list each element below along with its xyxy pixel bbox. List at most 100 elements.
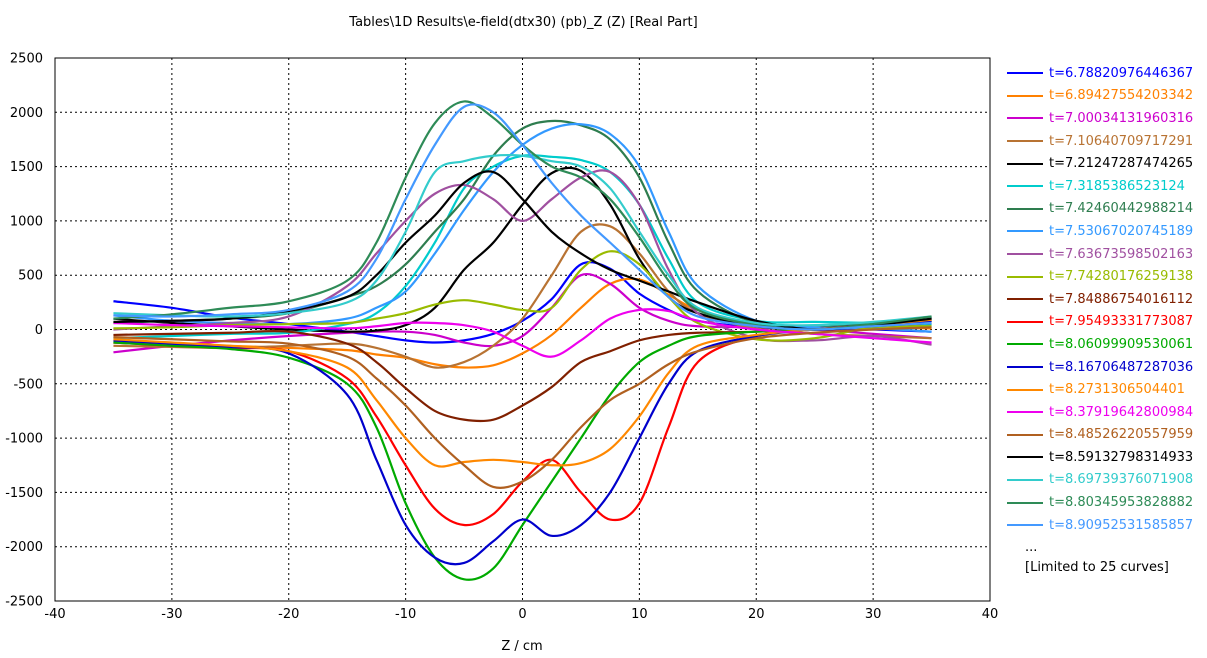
legend-item-14: t=8.16706487287036 xyxy=(1007,356,1202,379)
series-line-16 xyxy=(113,308,932,358)
legend-limit-note: [Limited to 25 curves] xyxy=(1025,560,1169,575)
x-axis-label: Z / cm xyxy=(501,639,542,654)
legend-swatch xyxy=(1007,478,1043,481)
legend-item-18: t=8.59132798314933 xyxy=(1007,446,1202,469)
series-line-20 xyxy=(113,100,932,331)
legend-label: t=8.06099909530061 xyxy=(1049,336,1194,352)
legend-label: t=7.84886754016112 xyxy=(1049,291,1194,307)
legend-swatch xyxy=(1007,366,1043,369)
legend-label: t=7.53067020745189 xyxy=(1049,223,1194,239)
legend-swatch xyxy=(1007,140,1043,143)
legend-label: t=8.37919642800984 xyxy=(1049,404,1194,420)
legend-label: t=8.16706487287036 xyxy=(1049,359,1194,375)
legend-swatch xyxy=(1007,298,1043,301)
legend-item-1: t=6.78820976446367 xyxy=(1007,62,1202,85)
plot-frame xyxy=(54,57,991,602)
y-tick-label: -1000 xyxy=(5,432,43,447)
y-tick-label: -2000 xyxy=(5,540,43,555)
x-tick-label: 20 xyxy=(748,607,765,622)
legend-item-20: t=8.80345953828882 xyxy=(1007,491,1202,514)
axes xyxy=(54,57,991,602)
x-tick-label: 40 xyxy=(982,607,999,622)
legend-swatch xyxy=(1007,162,1043,165)
legend-item-19: t=8.69739376071908 xyxy=(1007,469,1202,492)
y-tick-label: -1500 xyxy=(5,486,43,501)
legend-label: t=6.89427554203342 xyxy=(1049,88,1194,104)
y-tick-label: 0 xyxy=(35,323,43,338)
legend-item-4: t=7.10640709717291 xyxy=(1007,130,1202,153)
legend-swatch xyxy=(1007,185,1043,188)
legend-item-15: t=8.2731306504401 xyxy=(1007,378,1202,401)
legend-swatch xyxy=(1007,524,1043,527)
legend-item-12: t=7.95493331773087 xyxy=(1007,311,1202,334)
series-lines xyxy=(113,100,932,581)
legend-item-10: t=7.74280176259138 xyxy=(1007,265,1202,288)
legend-item-6: t=7.3185386523124 xyxy=(1007,175,1202,198)
y-tick-label: 500 xyxy=(18,269,43,284)
legend-item-7: t=7.42460442988214 xyxy=(1007,198,1202,221)
legend-label: t=8.48526220557959 xyxy=(1049,427,1194,443)
legend-swatch xyxy=(1007,388,1043,391)
legend-item-8: t=7.53067020745189 xyxy=(1007,220,1202,243)
y-tick-label: 1500 xyxy=(10,160,43,175)
x-tick-label: -30 xyxy=(161,607,182,622)
legend-label: t=7.74280176259138 xyxy=(1049,269,1194,285)
y-tick-label: 2500 xyxy=(10,52,43,67)
legend-swatch xyxy=(1007,343,1043,346)
legend-label: t=6.78820976446367 xyxy=(1049,65,1194,81)
legend-swatch xyxy=(1007,94,1043,97)
series-line-18 xyxy=(113,170,932,331)
legend-item-9: t=7.63673598502163 xyxy=(1007,243,1202,266)
legend-label: t=7.95493331773087 xyxy=(1049,314,1194,330)
series-line-17 xyxy=(113,326,932,490)
legend-swatch xyxy=(1007,275,1043,278)
x-tick-label: -10 xyxy=(395,607,416,622)
legend-item-21: t=8.90952531585857 xyxy=(1007,514,1202,537)
legend-item-13: t=8.06099909530061 xyxy=(1007,333,1202,356)
tick-labels: -40 -30 -20 -10 0 10 20 30 40 -2500 -2000 -1500 -100… xyxy=(5,52,998,623)
legend-label: t=7.3185386523124 xyxy=(1049,178,1185,194)
legend-swatch xyxy=(1007,72,1043,75)
legend-label: t=8.59132798314933 xyxy=(1049,449,1194,465)
legend-swatch xyxy=(1007,117,1043,120)
chart-title: Tables\1D Results\e-field(dtx30) (pb)_Z … xyxy=(349,15,698,30)
legend-item-17: t=8.48526220557959 xyxy=(1007,424,1202,447)
legend-swatch xyxy=(1007,501,1043,504)
series-line-10 xyxy=(113,250,932,342)
x-tick-label: 0 xyxy=(518,607,526,622)
legend-swatch xyxy=(1007,207,1043,210)
legend-label: t=7.21247287474265 xyxy=(1049,156,1194,172)
series-line-21 xyxy=(113,103,932,331)
y-tick-label: 2000 xyxy=(10,106,43,121)
legend-label: t=8.80345953828882 xyxy=(1049,495,1194,511)
legend-item-5: t=7.21247287474265 xyxy=(1007,152,1202,175)
series-line-14 xyxy=(113,319,932,566)
y-tick-label: -2500 xyxy=(5,595,43,610)
legend-swatch xyxy=(1007,320,1043,323)
legend: t=6.78820976446367 t=6.89427554203342 t=7.… xyxy=(1007,62,1202,536)
legend-swatch xyxy=(1007,456,1043,459)
x-tick-label: -40 xyxy=(44,607,65,622)
legend-label: t=8.2731306504401 xyxy=(1049,382,1185,398)
legend-label: t=7.63673598502163 xyxy=(1049,246,1194,262)
legend-swatch xyxy=(1007,433,1043,436)
legend-item-16: t=8.37919642800984 xyxy=(1007,401,1202,424)
legend-label: t=7.10640709717291 xyxy=(1049,133,1194,149)
legend-label: t=7.00034131960316 xyxy=(1049,110,1194,126)
legend-item-2: t=6.89427554203342 xyxy=(1007,85,1202,108)
legend-label: t=8.69739376071908 xyxy=(1049,472,1194,488)
x-tick-label: 30 xyxy=(865,607,882,622)
legend-item-3: t=7.00034131960316 xyxy=(1007,107,1202,130)
series-line-19 xyxy=(113,153,932,327)
legend-ellipsis: ... xyxy=(1025,540,1038,555)
x-tick-label: -20 xyxy=(278,607,299,622)
y-tick-label: 1000 xyxy=(10,214,43,229)
x-tick-label: 10 xyxy=(631,607,648,622)
legend-label: t=8.90952531585857 xyxy=(1049,517,1194,533)
legend-item-11: t=7.84886754016112 xyxy=(1007,288,1202,311)
legend-label: t=7.42460442988214 xyxy=(1049,201,1194,217)
y-tick-label: -500 xyxy=(13,377,43,392)
legend-swatch xyxy=(1007,253,1043,256)
series-line-15 xyxy=(113,318,932,468)
